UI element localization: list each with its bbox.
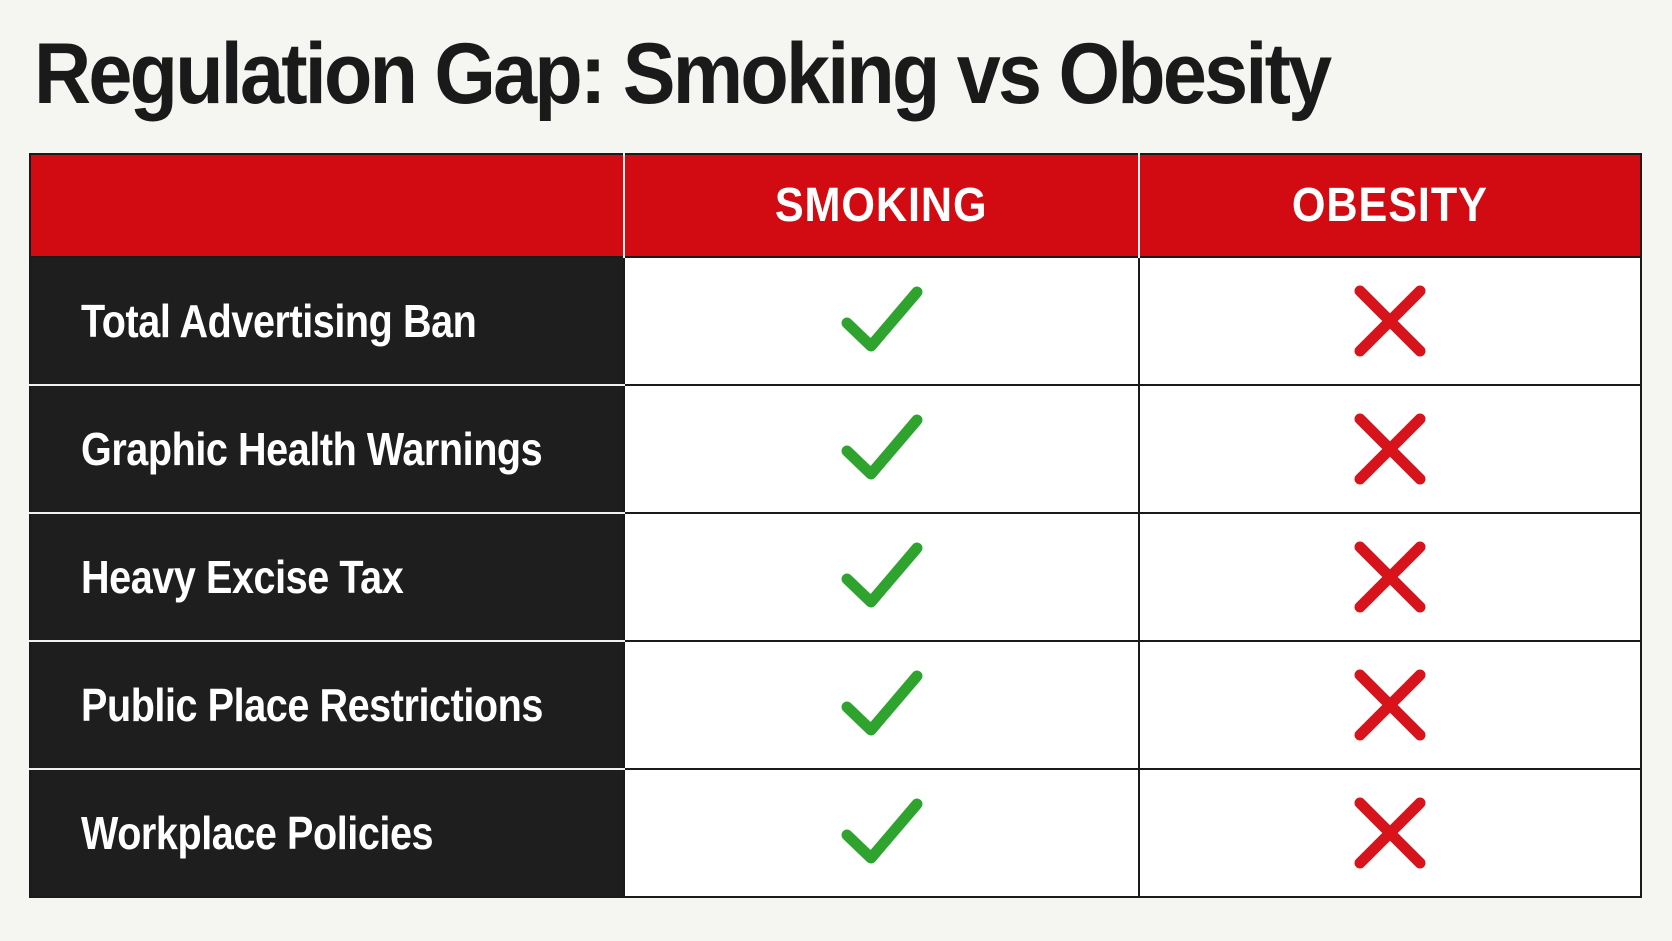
- feature-cell: Public Place Restrictions: [29, 640, 625, 770]
- feature-cell: Graphic Health Warnings: [29, 384, 625, 514]
- smoking-cell: [623, 640, 1140, 770]
- cross-icon: [1354, 797, 1426, 869]
- check-icon: [841, 414, 922, 480]
- table-body: Total Advertising Ban Graphic Health Warn…: [29, 256, 1642, 898]
- feature-label-workplace-policies: Workplace Policies: [81, 807, 434, 859]
- obesity-cell: [1138, 384, 1642, 514]
- feature-label-total-advertising-ban: Total Advertising Ban: [81, 295, 477, 347]
- feature-label-graphic-health-warnings: Graphic Health Warnings: [81, 423, 543, 475]
- page-title: Regulation Gap: Smoking vs Obesity: [34, 26, 1332, 122]
- smoking-cell: [623, 384, 1140, 514]
- cross-icon: [1354, 541, 1426, 613]
- smoking-cell: [623, 768, 1140, 898]
- table-row: Public Place Restrictions: [29, 640, 1642, 770]
- obesity-cell: [1138, 256, 1642, 386]
- check-icon: [841, 286, 922, 352]
- feature-label-heavy-excise-tax: Heavy Excise Tax: [81, 551, 404, 603]
- table-row: Graphic Health Warnings: [29, 384, 1642, 514]
- check-icon: [841, 798, 922, 864]
- cross-icon: [1354, 285, 1426, 357]
- column-header-smoking: SMOKING: [623, 153, 1140, 258]
- cross-icon: [1354, 413, 1426, 485]
- obesity-cell: [1138, 640, 1642, 770]
- feature-label-public-place-restrictions: Public Place Restrictions: [81, 679, 543, 731]
- cross-icon: [1354, 669, 1426, 741]
- obesity-cell: [1138, 512, 1642, 642]
- check-icon: [841, 542, 922, 608]
- obesity-cell: [1138, 768, 1642, 898]
- smoking-cell: [623, 256, 1140, 386]
- header-corner-cell: [29, 153, 625, 258]
- column-header-obesity: OBESITY: [1138, 153, 1642, 258]
- table-row: Total Advertising Ban: [29, 256, 1642, 386]
- column-header-smoking-label: SMOKING: [775, 179, 988, 232]
- table-row: Heavy Excise Tax: [29, 512, 1642, 642]
- feature-cell: Workplace Policies: [29, 768, 625, 898]
- smoking-cell: [623, 512, 1140, 642]
- check-icon: [841, 670, 922, 736]
- comparison-table: SMOKING OBESITY Total Advertising Ban Gra…: [29, 153, 1642, 898]
- column-header-obesity-label: OBESITY: [1292, 179, 1488, 232]
- table-row: Workplace Policies: [29, 768, 1642, 898]
- feature-cell: Total Advertising Ban: [29, 256, 625, 386]
- table-header-row: SMOKING OBESITY: [29, 153, 1642, 258]
- feature-cell: Heavy Excise Tax: [29, 512, 625, 642]
